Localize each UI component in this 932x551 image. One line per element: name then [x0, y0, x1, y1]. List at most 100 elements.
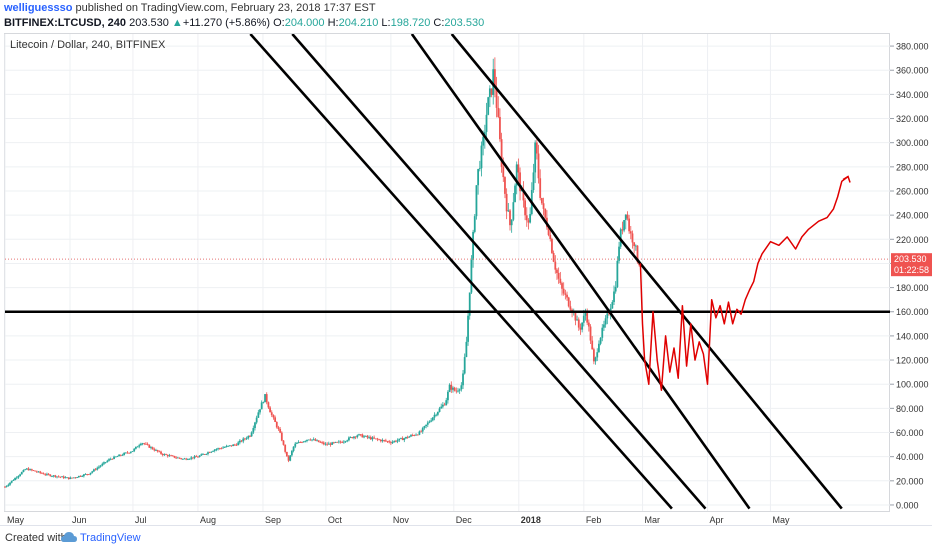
candle-body	[616, 260, 619, 288]
candle-body	[67, 477, 70, 479]
candle-body	[285, 451, 288, 457]
candle-body	[416, 434, 419, 436]
y-tick-label: 0.000	[896, 500, 919, 510]
candle-body	[410, 435, 412, 437]
open-label: O:	[273, 17, 285, 29]
x-tick-label: Feb	[586, 515, 602, 525]
candle-body	[192, 457, 194, 459]
candle-body	[25, 468, 28, 470]
candle-body	[180, 458, 183, 460]
candle-body	[586, 313, 589, 323]
candle-body	[358, 434, 360, 436]
candle-body	[351, 437, 354, 439]
candle-body	[363, 436, 365, 438]
candle-body	[579, 327, 582, 330]
candle-body	[381, 440, 384, 442]
candle-body	[238, 440, 241, 443]
channel-trendline[interactable]	[450, 34, 843, 510]
current-price-tag	[891, 253, 932, 277]
candle-body	[512, 202, 515, 220]
candle-body	[438, 408, 441, 412]
candle-body	[403, 438, 406, 441]
candle-body	[153, 449, 156, 451]
candle-body	[408, 436, 411, 438]
candle-body	[5, 485, 8, 487]
candle-body	[171, 455, 174, 457]
candle-body	[267, 402, 270, 408]
candle-body	[398, 438, 401, 441]
candle-body	[633, 242, 636, 247]
candle-body	[581, 322, 584, 330]
candle-body	[420, 431, 422, 433]
candle-body	[359, 434, 362, 436]
candle-body	[493, 69, 496, 88]
candle-body	[430, 420, 433, 422]
candle-body	[141, 443, 144, 445]
candle-body	[353, 436, 355, 439]
publish-header: welliguessso published on TradingView.co…	[0, 0, 932, 32]
candle-body	[119, 454, 122, 456]
candle-body	[631, 233, 634, 243]
candle-body	[405, 436, 407, 439]
candle-body	[166, 454, 169, 457]
candle-body	[170, 455, 172, 457]
candle-body	[567, 297, 570, 307]
candle-body	[346, 440, 349, 442]
candle-body	[613, 291, 615, 303]
candle-body	[134, 446, 137, 449]
candle-body	[396, 440, 399, 442]
candle-body	[608, 313, 610, 315]
candle-body	[499, 116, 501, 140]
price-chart[interactable]: 0.000 20.000 40.000 60.000 80.000 100.000 120.…	[0, 0, 932, 525]
candle-body	[51, 476, 53, 477]
high-label: H:	[327, 17, 339, 29]
candle-body	[349, 437, 352, 438]
candle-body	[188, 458, 191, 460]
candle-body	[254, 422, 256, 429]
x-tick-label: Sep	[265, 515, 281, 525]
candle-body	[46, 473, 48, 475]
candle-body	[47, 473, 50, 475]
candle-body	[183, 458, 186, 460]
y-tick-label: 80.000	[896, 404, 924, 414]
candle-body	[32, 470, 35, 472]
x-tick-label: Aug	[200, 515, 216, 525]
y-tick-label: 360.000	[896, 66, 929, 76]
chart-title: Litecoin / Dollar, 240, BITFINEX	[10, 39, 166, 51]
candle-body	[155, 449, 157, 451]
candle-body	[406, 436, 409, 438]
candle-body	[84, 474, 87, 475]
candle-body	[93, 469, 95, 472]
y-tick-label: 320.000	[896, 114, 929, 124]
candle-body	[344, 441, 347, 443]
candle-body	[178, 457, 181, 459]
candle-body	[636, 245, 639, 263]
x-tick-label: Jul	[135, 515, 147, 525]
candle-body	[161, 453, 164, 456]
candle-body	[376, 438, 379, 440]
x-tick-label: Oct	[328, 515, 343, 525]
candle-body	[195, 456, 198, 458]
candle-body	[606, 313, 609, 319]
last-price: 203.530	[129, 17, 169, 29]
candle-body	[463, 357, 466, 374]
candle-body	[299, 442, 302, 443]
candle-body	[72, 477, 75, 479]
candle-body	[457, 390, 459, 392]
candle-body	[69, 477, 72, 479]
candle-body	[193, 456, 196, 459]
candle-body	[116, 456, 119, 458]
channel-trendline[interactable]	[249, 34, 673, 510]
candle-body	[99, 465, 102, 467]
candle-body	[223, 447, 226, 448]
tradingview-brand[interactable]: TradingView	[80, 532, 141, 544]
channel-trendline[interactable]	[410, 34, 751, 510]
author-name[interactable]: welliguessso	[4, 2, 73, 14]
projection-brush-path[interactable]	[639, 175, 849, 391]
candle-body	[383, 440, 386, 441]
candle-body	[203, 454, 206, 455]
candle-body	[247, 436, 250, 439]
channel-trendline[interactable]	[291, 34, 707, 510]
candle-body	[450, 384, 453, 390]
candle-body	[87, 474, 90, 476]
